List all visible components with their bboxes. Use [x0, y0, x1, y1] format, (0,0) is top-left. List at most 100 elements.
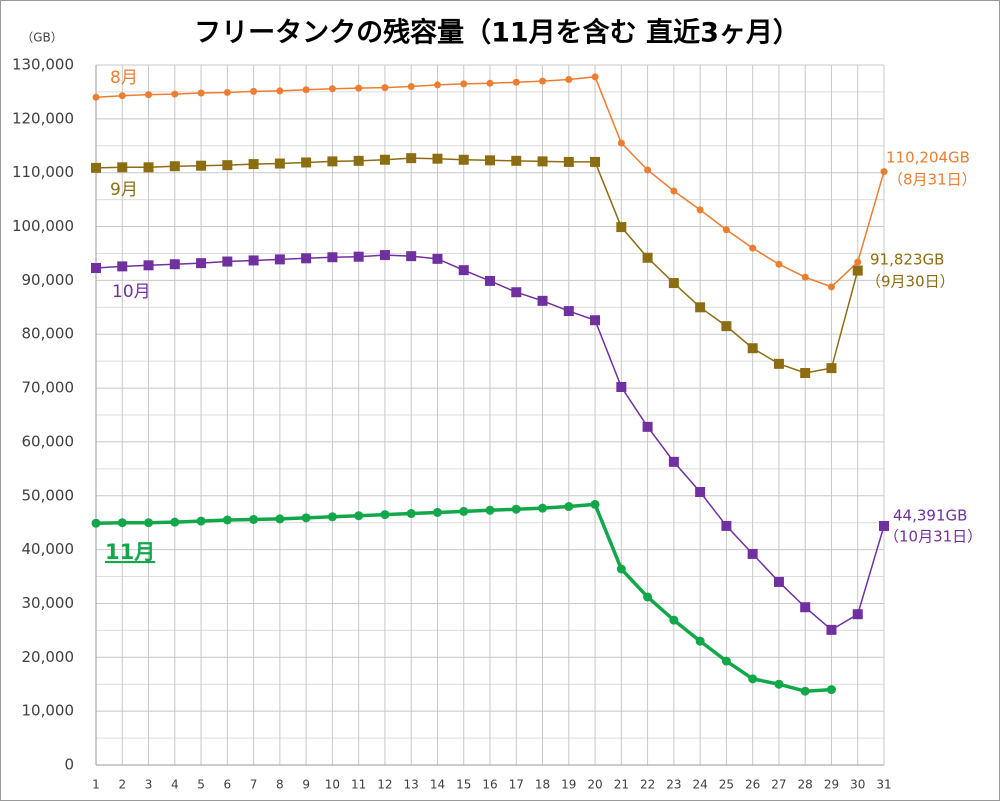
marker — [590, 315, 601, 326]
marker — [747, 343, 758, 354]
marker — [432, 507, 442, 517]
marker — [695, 302, 706, 313]
marker — [512, 78, 520, 86]
y-tick-label: 50,000 — [22, 486, 75, 504]
annotation: 91,823GB — [870, 251, 944, 269]
annotation: （10月31日） — [884, 528, 982, 546]
marker — [749, 244, 757, 252]
marker — [274, 254, 285, 265]
marker — [91, 162, 101, 173]
x-tick-label: 29 — [824, 778, 839, 792]
marker — [642, 421, 653, 432]
y-tick-label: 110,000 — [12, 163, 74, 181]
marker — [773, 576, 784, 587]
marker — [644, 166, 652, 174]
marker — [564, 502, 574, 512]
marker — [276, 87, 284, 95]
marker — [695, 487, 706, 497]
marker — [669, 615, 679, 625]
marker — [381, 84, 389, 92]
marker — [196, 516, 206, 526]
y-tick-label: 30,000 — [22, 594, 75, 612]
marker — [91, 263, 101, 273]
marker — [486, 79, 494, 87]
x-tick-label: 3 — [145, 778, 153, 792]
x-tick-label: 17 — [509, 778, 524, 792]
marker — [145, 91, 153, 99]
x-tick-label: 30 — [850, 778, 865, 792]
marker — [458, 265, 469, 276]
x-tick-label: 5 — [197, 778, 205, 792]
marker — [801, 273, 809, 281]
marker — [355, 84, 363, 92]
x-tick-label: 20 — [587, 778, 602, 792]
x-tick-label: 19 — [561, 778, 576, 792]
x-tick-label: 8 — [276, 778, 284, 792]
marker — [511, 504, 521, 514]
marker — [721, 656, 731, 666]
marker — [485, 505, 495, 515]
marker — [222, 160, 233, 171]
x-tick-label: 27 — [771, 778, 786, 792]
marker — [301, 253, 312, 264]
marker — [722, 226, 730, 234]
y-axis-label: （GB） — [21, 31, 63, 45]
marker — [301, 157, 312, 168]
marker — [668, 456, 679, 467]
marker — [616, 564, 626, 574]
marker — [538, 503, 548, 513]
marker — [511, 287, 522, 298]
marker — [274, 158, 285, 169]
y-tick-label: 130,000 — [12, 56, 74, 74]
marker — [485, 155, 495, 166]
x-tick-label: 11 — [351, 778, 366, 792]
marker — [563, 156, 574, 167]
marker — [143, 162, 154, 173]
x-tick-label: 13 — [404, 778, 419, 792]
marker — [432, 153, 443, 164]
x-tick-label: 6 — [224, 778, 232, 792]
annotation: 44,391GB — [893, 507, 967, 525]
marker — [171, 90, 179, 98]
y-tick-label: 100,000 — [12, 217, 74, 235]
marker — [695, 636, 705, 646]
x-tick-label: 26 — [745, 778, 760, 792]
marker — [353, 155, 364, 166]
y-tick-label: 70,000 — [22, 379, 75, 397]
marker — [616, 382, 627, 392]
marker — [800, 368, 811, 378]
y-tick-label: 60,000 — [22, 432, 75, 450]
marker — [92, 93, 100, 101]
marker — [852, 609, 863, 620]
marker — [485, 275, 495, 286]
marker — [643, 592, 653, 602]
marker — [773, 358, 784, 369]
marker — [327, 156, 338, 167]
marker — [432, 253, 443, 264]
x-tick-label: 10 — [325, 778, 340, 792]
y-tick-label: 40,000 — [22, 540, 75, 558]
marker — [590, 499, 600, 509]
x-tick-label: 12 — [377, 778, 392, 792]
y-tick-label: 20,000 — [22, 648, 75, 666]
marker — [117, 162, 128, 173]
marker — [537, 156, 548, 167]
marker — [433, 81, 441, 89]
marker — [117, 518, 127, 528]
marker — [379, 154, 390, 165]
marker — [826, 363, 837, 374]
marker — [222, 256, 233, 267]
marker — [327, 252, 338, 263]
marker — [537, 295, 548, 306]
marker — [222, 515, 232, 525]
marker — [406, 251, 417, 262]
x-tick-label: 28 — [798, 778, 813, 792]
marker — [223, 88, 231, 96]
marker — [800, 602, 811, 613]
marker — [721, 520, 732, 531]
marker — [775, 260, 783, 268]
annotation: （9月30日） — [866, 273, 955, 291]
marker — [826, 624, 837, 635]
